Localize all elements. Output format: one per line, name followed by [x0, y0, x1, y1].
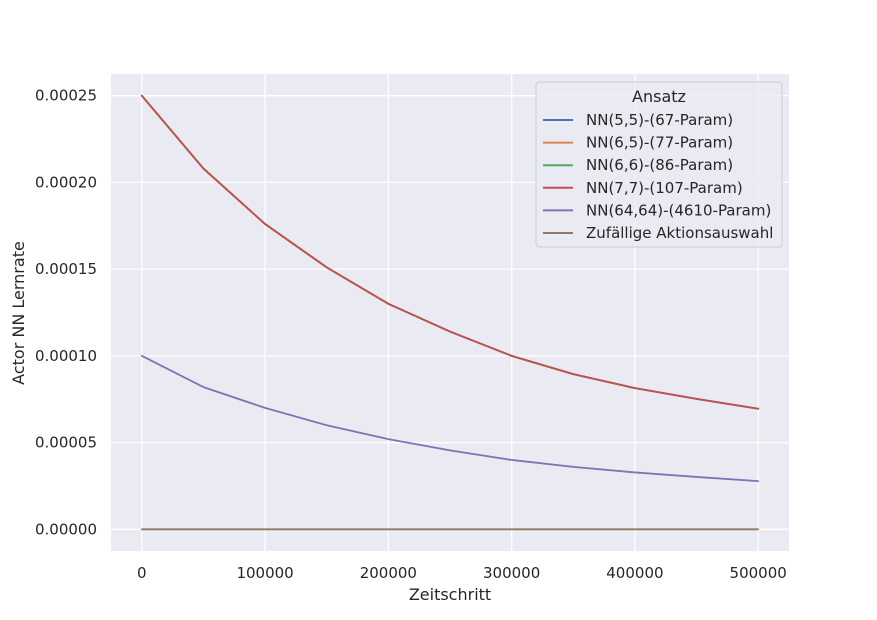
series-line-5: [140, 354, 760, 483]
legend: Ansatz NN(5,5)-(67-Param) NN(6,5)-(77-Par…: [535, 81, 783, 248]
y-axis-ticks: 0.00000 0.00005 0.00010 0.00015 0.00020 0.000…: [35, 87, 97, 539]
legend-entry-label: NN(7,7)-(107-Param): [586, 179, 743, 197]
legend-items: NN(5,5)-(67-Param) NN(6,5)-(77-Param) NN(6…: [543, 111, 773, 242]
series-line-4: [140, 94, 760, 410]
y-tick-label: 0.00005: [35, 434, 97, 452]
legend-title: Ansatz: [632, 87, 686, 106]
x-axis-ticks: 0 100000 200000 300000 400000 500000: [137, 564, 787, 582]
x-tick-label: 400000: [606, 564, 663, 582]
series-lines: [140, 94, 760, 531]
y-axis-label: Actor NN Lernrate: [9, 241, 28, 385]
legend-entry-label: NN(6,5)-(77-Param): [586, 134, 733, 152]
legend-entry-label: Zufällige Aktionsauswahl: [586, 224, 773, 242]
y-tick-label: 0.00010: [35, 347, 97, 365]
x-tick-label: 100000: [236, 564, 293, 582]
y-tick-label: 0.00020: [35, 173, 97, 191]
legend-entry-label: NN(5,5)-(67-Param): [586, 111, 733, 129]
legend-frame: [535, 81, 783, 248]
x-tick-label: 300000: [483, 564, 540, 582]
x-axis-label: Zeitschritt: [409, 585, 491, 604]
legend-entry-label: NN(64,64)-(4610-Param): [586, 201, 771, 219]
y-tick-label: 0.00000: [35, 520, 97, 538]
legend-entry-label: NN(6,6)-(86-Param): [586, 156, 733, 174]
y-tick-label: 0.00015: [35, 260, 97, 278]
x-tick-label: 500000: [730, 564, 787, 582]
y-tick-label: 0.00025: [35, 87, 97, 105]
x-tick-label: 200000: [360, 564, 417, 582]
x-tick-label: 0: [137, 564, 147, 582]
